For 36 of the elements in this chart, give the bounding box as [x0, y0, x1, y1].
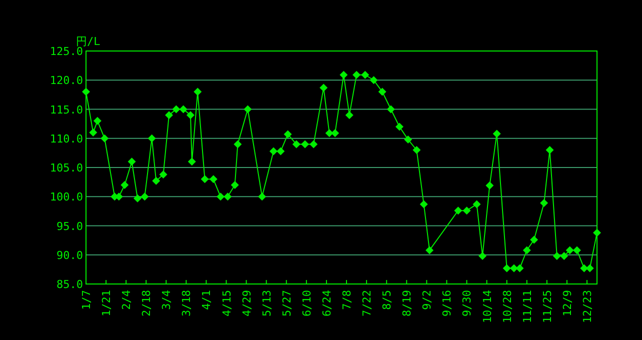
- x-tick-label: 10/14: [480, 290, 494, 324]
- x-tick-label: 4/1: [200, 290, 214, 310]
- x-tick-label: 9/16: [440, 290, 454, 316]
- x-tick-label: 2/4: [120, 290, 134, 310]
- x-tick-label: 1/7: [80, 290, 93, 310]
- x-tick-label: 1/21: [100, 290, 114, 316]
- y-axis-title: 円/L: [76, 35, 101, 48]
- y-tick-label: 110.0: [50, 132, 83, 146]
- x-tick-label: 11/11: [520, 290, 534, 324]
- y-tick-label: 100.0: [50, 190, 83, 204]
- x-tick-label: 6/10: [300, 290, 314, 316]
- y-tick-label: 105.0: [50, 162, 83, 174]
- x-tick-label: 7/22: [360, 290, 374, 316]
- x-tick-label: 9/2: [420, 290, 434, 310]
- x-tick-label: 6/24: [320, 290, 334, 316]
- x-tick-label: 10/28: [500, 290, 514, 324]
- x-tick-label: 12/23: [580, 290, 594, 324]
- x-tick-label: 2/18: [140, 290, 154, 316]
- x-tick-label: 11/25: [540, 290, 554, 324]
- x-tick-label: 8/5: [380, 290, 394, 310]
- x-tick-label: 3/4: [160, 290, 174, 310]
- y-tick-label: 120.0: [50, 74, 83, 88]
- y-tick-label: 125.0: [50, 45, 83, 58]
- x-tick-label: 5/13: [260, 290, 274, 316]
- x-tick-label: 12/9: [560, 290, 574, 316]
- y-tick-label: 85.0: [56, 278, 83, 291]
- x-tick-label: 8/19: [400, 290, 414, 316]
- x-tick-label: 7/8: [340, 290, 354, 310]
- y-tick-label: 95.0: [56, 220, 83, 233]
- x-tick-label: 4/29: [240, 290, 254, 316]
- x-tick-label: 5/27: [280, 290, 294, 316]
- x-tick-label: 9/30: [460, 290, 474, 316]
- x-tick-label: 4/15: [220, 290, 234, 316]
- y-tick-label: 115.0: [50, 103, 83, 116]
- x-tick-label: 3/18: [180, 290, 194, 316]
- y-tick-label: 90.0: [56, 248, 83, 262]
